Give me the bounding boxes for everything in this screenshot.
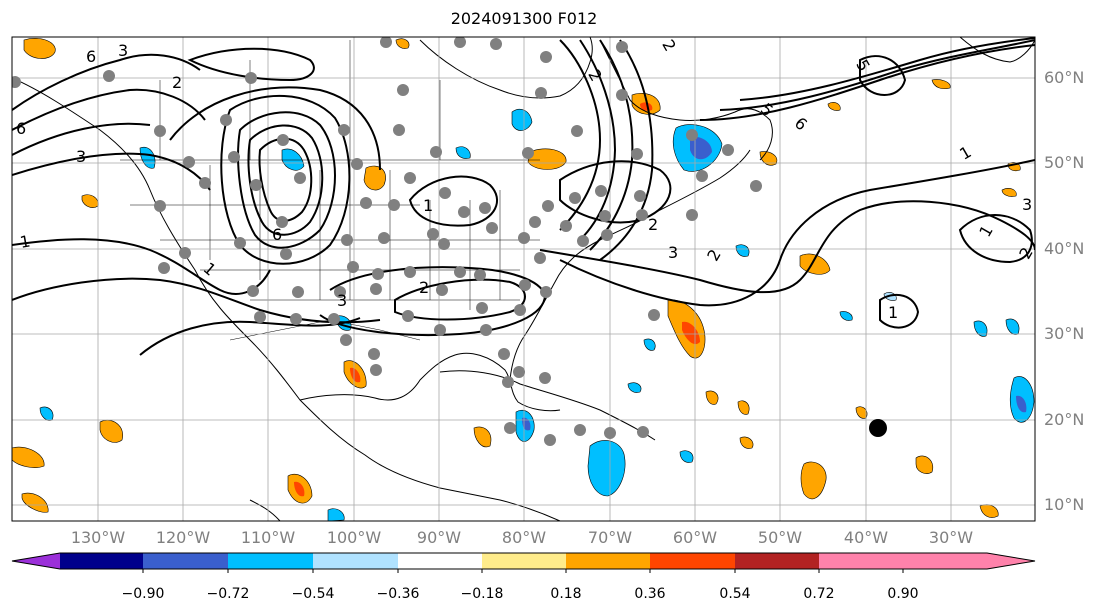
lon-label: 30°W [928, 528, 974, 547]
map-frame [11, 36, 1036, 522]
station-dots [12, 37, 762, 446]
lon-label: 50°W [757, 528, 803, 547]
colorbar-bin [819, 553, 903, 569]
positive-anomaly-patches [12, 38, 1021, 518]
contour-label: 2 [648, 215, 658, 234]
graticule [12, 37, 1035, 521]
colorbar-extend-high [987, 553, 1035, 569]
contour-label: 2 [419, 278, 429, 297]
colorbar-bin [650, 553, 735, 569]
contour-label: 3 [337, 291, 347, 310]
lon-label: 110°W [240, 528, 296, 547]
contour-lines [12, 37, 1035, 356]
negative-anomaly-patches [39, 109, 1035, 521]
colorbar-extend-low [12, 553, 60, 569]
contour-label: 5 [852, 56, 874, 74]
contour-label: 6 [272, 225, 282, 244]
colorbar-tick-label: −0.36 [376, 586, 420, 602]
colorbar-bin [143, 553, 228, 569]
contour-label: 1 [888, 303, 898, 322]
lon-label: 100°W [326, 528, 382, 547]
lon-label: 80°W [501, 528, 547, 547]
contour-label: 3 [118, 41, 128, 60]
lat-label: 10°N [1044, 495, 1085, 514]
colorbar-tick-label: −0.90 [121, 586, 165, 602]
colorbar-bin [398, 553, 482, 569]
colorbar-bin [903, 553, 987, 569]
contour-label: 3 [76, 147, 86, 166]
lat-label: 40°N [1044, 239, 1085, 258]
colorbar-tick-label: −0.72 [206, 586, 250, 602]
contour-label: 3 [668, 243, 678, 262]
colorbar [11, 552, 1036, 573]
colorbar-outline [11, 552, 1036, 570]
contour-label: 6 [86, 47, 96, 66]
contour-label: 6 [791, 113, 811, 134]
colorbar-bin [60, 553, 143, 569]
contour-label: 1 [18, 231, 31, 251]
colorbar-tick-label: 0.72 [803, 586, 835, 602]
contour-label: 2 [658, 36, 680, 54]
lon-label: 70°W [587, 528, 633, 547]
contour-label: 2 [172, 73, 182, 92]
colorbar-bin [228, 553, 313, 569]
colorbar-bin [313, 553, 398, 569]
contour-label: 5 [757, 99, 777, 120]
colorbar-bin [566, 553, 650, 569]
colorbar-tick-label: −0.54 [291, 586, 335, 602]
colorbar-tick-label: 0.36 [634, 586, 666, 602]
coastlines [12, 37, 1035, 521]
lon-label: 60°W [672, 528, 718, 547]
lat-label: 60°N [1044, 68, 1085, 87]
colorbar-bin [735, 553, 819, 569]
contour-label: 6 [16, 119, 26, 138]
lon-label: 40°W [843, 528, 889, 547]
contour-label: 1 [956, 142, 974, 164]
storm-center-marker [869, 419, 887, 437]
colorbar-tick-label: 0.54 [719, 586, 751, 602]
lon-label: 120°W [155, 528, 211, 547]
colorbar-bin [482, 553, 566, 569]
colorbar-tick-label: 0.90 [887, 586, 919, 602]
lon-label: 130°W [70, 528, 126, 547]
lat-label: 50°N [1044, 153, 1085, 172]
lon-label: 90°W [416, 528, 462, 547]
contour-label: 1 [975, 222, 997, 240]
contour-label: 3 [1022, 195, 1032, 214]
contour-label: 1 [200, 258, 220, 279]
map-title: 2024091300 F012 [450, 9, 598, 28]
contour-label: 1 [423, 196, 433, 215]
colorbar-tick-label: 0.18 [550, 586, 582, 602]
lat-label: 20°N [1044, 410, 1085, 429]
lat-label: 30°N [1044, 324, 1085, 343]
colorbar-tick-label: −0.18 [460, 586, 504, 602]
